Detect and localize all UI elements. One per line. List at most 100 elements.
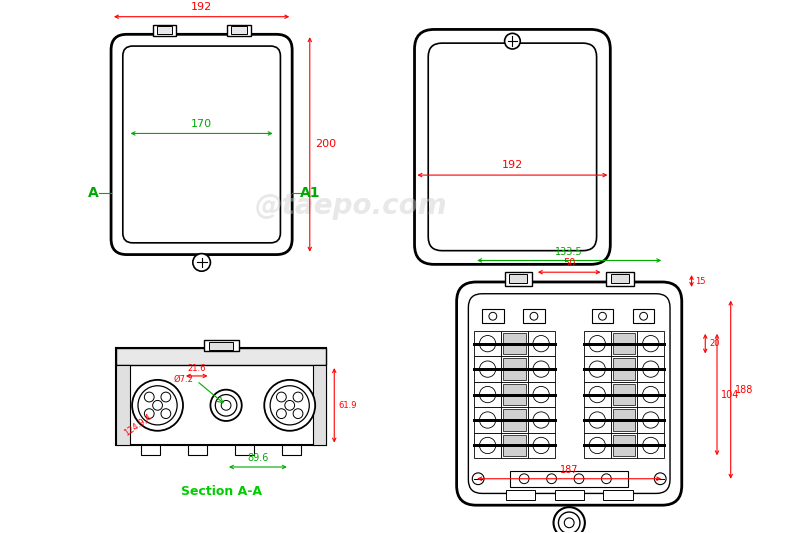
Bar [528,407,554,433]
Circle shape [480,386,496,403]
Circle shape [553,507,585,533]
Bar [501,382,528,407]
Bar [474,331,501,357]
Circle shape [643,386,659,403]
Circle shape [598,312,606,320]
Circle shape [193,254,210,271]
FancyBboxPatch shape [457,282,681,505]
Circle shape [293,409,303,418]
Bar [506,490,535,500]
Text: 170: 170 [191,118,212,128]
Circle shape [533,386,549,403]
Bar [611,433,637,458]
Bar [503,409,526,431]
Circle shape [564,518,574,528]
Bar [523,309,545,323]
Circle shape [519,474,529,483]
Bar [584,357,611,382]
Circle shape [533,437,549,454]
Text: 188: 188 [735,385,753,394]
Circle shape [265,380,315,431]
Circle shape [533,361,549,377]
Circle shape [643,361,659,377]
Bar [584,407,611,433]
Circle shape [210,390,242,421]
Bar [606,272,633,286]
Circle shape [574,474,584,483]
Circle shape [643,335,659,352]
FancyBboxPatch shape [414,29,610,264]
Circle shape [480,412,496,428]
Bar [505,272,532,286]
Bar [612,274,629,283]
Bar [203,340,239,351]
Bar [235,446,254,455]
Circle shape [480,361,496,377]
Circle shape [558,512,580,533]
Bar [227,25,250,36]
Bar [141,446,160,455]
Text: 104: 104 [721,390,739,400]
Bar [474,357,501,382]
Bar [503,333,526,354]
Bar [116,365,130,446]
Bar [510,471,628,487]
Circle shape [132,380,183,431]
Text: 124.9,4: 124.9,4 [122,412,153,438]
Circle shape [276,392,287,402]
Bar [501,433,528,458]
Circle shape [144,409,154,418]
Bar [503,435,526,456]
Bar [152,25,176,36]
Circle shape [589,437,605,454]
Text: 200: 200 [315,140,336,149]
Text: 133.5: 133.5 [555,247,583,256]
Circle shape [293,392,303,402]
Circle shape [270,386,309,425]
FancyBboxPatch shape [122,46,280,243]
Text: 50: 50 [563,259,575,268]
Bar [637,357,664,382]
Bar [612,384,635,405]
Bar [592,309,613,323]
FancyBboxPatch shape [469,294,670,494]
Bar [231,27,246,34]
Bar [637,331,664,357]
Circle shape [530,312,538,320]
Circle shape [546,474,557,483]
Bar [312,365,327,446]
Circle shape [643,412,659,428]
Bar [116,348,327,446]
Bar [612,358,635,380]
Text: 187: 187 [560,465,579,475]
Text: 21.6: 21.6 [188,364,206,373]
Circle shape [589,386,605,403]
Circle shape [285,400,294,410]
Text: Ø7.2: Ø7.2 [174,374,194,383]
Bar [612,435,635,456]
Text: 192: 192 [502,160,523,170]
Circle shape [138,386,177,425]
Circle shape [480,335,496,352]
Circle shape [473,473,484,484]
Bar [509,274,527,283]
Circle shape [601,474,612,483]
Bar [637,433,664,458]
Circle shape [533,412,549,428]
Bar [611,407,637,433]
Circle shape [221,400,231,410]
Circle shape [589,361,605,377]
Bar [554,490,584,500]
Text: Section A-A: Section A-A [181,484,261,498]
Bar [116,348,327,365]
Bar [612,333,635,354]
Bar [282,446,301,455]
Bar [584,382,611,407]
Bar [612,409,635,431]
Circle shape [589,412,605,428]
FancyBboxPatch shape [429,43,597,251]
Text: A1: A1 [300,186,320,200]
FancyBboxPatch shape [111,34,292,255]
Circle shape [215,394,237,416]
Circle shape [655,473,666,484]
